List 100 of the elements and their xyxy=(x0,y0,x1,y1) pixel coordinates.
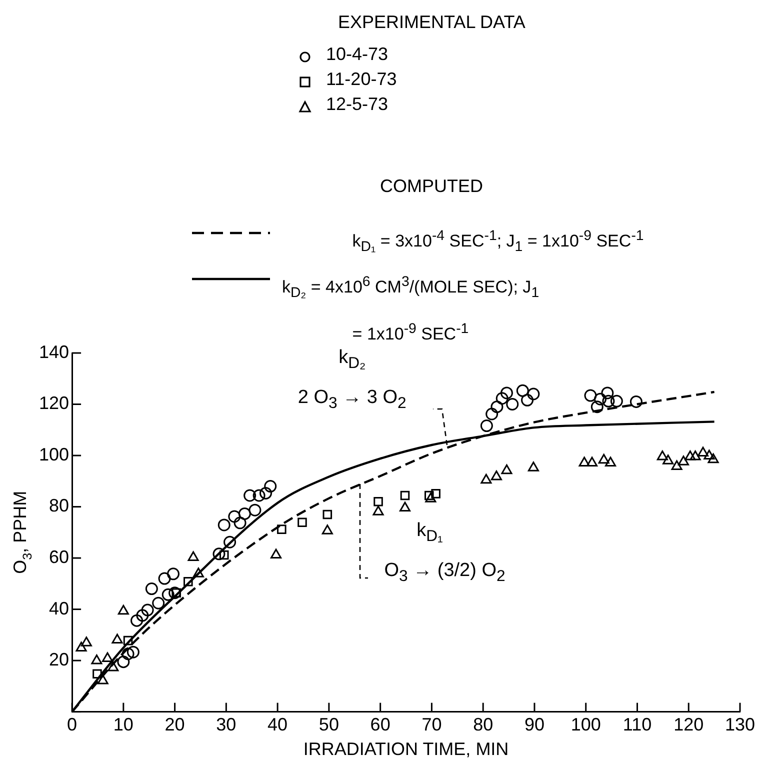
point xyxy=(108,661,119,672)
point xyxy=(188,551,199,562)
x-tick-label: 100 xyxy=(570,714,601,735)
point xyxy=(678,456,689,466)
annotation: k$_{D₂}$ xyxy=(338,347,367,374)
point xyxy=(145,582,158,596)
text: k$_{D₁}$ = 3x10$^{-4}$ SEC$^{-1}$; J$_{1}$ = 1x10$^{-9}$ SEC$^{-1}$ xyxy=(352,228,644,256)
point xyxy=(578,456,590,466)
point xyxy=(224,536,236,548)
point xyxy=(496,392,508,405)
point xyxy=(506,398,519,411)
point xyxy=(480,420,493,432)
point xyxy=(374,497,383,506)
text: k$_{D₂}$ = 4x10$^{6}$ CM$^{3}$/(MOLE SEC); J$_{1}$ = 1x10$^{-9}$ SEC$^{-1}$ xyxy=(282,274,540,344)
x-axis-title: IRRADIATION TIME, MIN xyxy=(303,739,509,760)
point xyxy=(490,470,502,480)
point xyxy=(117,656,130,668)
y-tick-label: 60 xyxy=(49,546,70,567)
x-tick-label: 90 xyxy=(524,714,544,735)
point xyxy=(212,548,226,560)
point xyxy=(218,518,230,532)
y-tick-label: 140 xyxy=(38,342,70,362)
point xyxy=(219,550,229,560)
point xyxy=(704,450,715,460)
x-tick-label: 0 xyxy=(67,714,78,735)
point xyxy=(630,395,642,408)
point xyxy=(122,648,134,660)
point xyxy=(598,454,610,464)
point xyxy=(322,524,333,534)
point xyxy=(516,384,529,397)
y-tick-label: 40 xyxy=(49,598,70,618)
y-tick-label: 80 xyxy=(49,496,70,516)
legend-label: 12-5-73 xyxy=(326,94,388,115)
point xyxy=(708,453,719,464)
point xyxy=(684,450,696,460)
point xyxy=(277,524,286,534)
point xyxy=(601,386,614,400)
x-tick-label: 10 xyxy=(113,714,134,735)
point xyxy=(372,506,384,516)
point xyxy=(431,489,440,498)
x-tick-label: 80 xyxy=(473,714,494,735)
legend-label: 10-4-73 xyxy=(326,44,388,65)
point xyxy=(244,489,256,502)
point xyxy=(141,604,154,616)
point xyxy=(234,516,246,530)
point xyxy=(92,669,102,679)
point xyxy=(91,654,102,664)
point xyxy=(594,392,606,406)
point xyxy=(136,609,149,622)
point xyxy=(152,596,165,610)
point xyxy=(168,586,182,600)
point xyxy=(118,604,129,615)
point xyxy=(259,486,272,500)
point xyxy=(252,489,266,502)
point xyxy=(486,408,498,420)
point xyxy=(584,389,597,402)
point xyxy=(167,568,180,580)
annotation: k$_{D₁}$ xyxy=(416,520,444,546)
annotation: O$_{3}$ → (3/2) O$_{2}$ xyxy=(383,560,506,586)
x-tick-label: 130 xyxy=(724,714,756,735)
point xyxy=(192,568,204,578)
x-tick-label: 50 xyxy=(318,714,339,735)
y-axis-title: O3, PPHM xyxy=(10,490,34,574)
point xyxy=(130,614,144,627)
point xyxy=(602,394,615,408)
point xyxy=(400,490,410,500)
x-tick-label: 70 xyxy=(422,714,442,735)
legend-label: 11-20-73 xyxy=(326,69,397,90)
point xyxy=(126,646,140,658)
point xyxy=(248,504,262,516)
legend-title: EXPERIMENTAL DATA xyxy=(338,12,526,33)
point xyxy=(490,400,504,414)
point xyxy=(76,642,87,652)
point xyxy=(158,572,171,585)
point xyxy=(697,446,709,456)
point xyxy=(671,460,682,470)
point xyxy=(97,674,108,684)
point xyxy=(238,507,251,520)
point xyxy=(480,474,492,484)
text: COMPUTED xyxy=(380,176,483,197)
y-tick-label: 100 xyxy=(38,444,70,464)
point xyxy=(184,576,193,586)
x-tick-label: 20 xyxy=(164,714,185,735)
point xyxy=(610,394,623,408)
point xyxy=(656,450,668,460)
point xyxy=(264,480,277,493)
point xyxy=(102,652,113,662)
point xyxy=(80,636,92,646)
annotation: 2 O$_{3}$ → 3 O$_{2}$ xyxy=(296,387,408,414)
point xyxy=(662,454,674,464)
point xyxy=(228,510,241,523)
x-tick-label: 120 xyxy=(674,714,704,735)
point xyxy=(298,518,307,528)
point xyxy=(123,636,133,646)
point xyxy=(270,548,282,558)
point xyxy=(501,464,512,474)
point xyxy=(424,490,434,500)
point xyxy=(527,388,540,400)
x-tick-label: 40 xyxy=(268,714,288,735)
point xyxy=(521,394,534,406)
